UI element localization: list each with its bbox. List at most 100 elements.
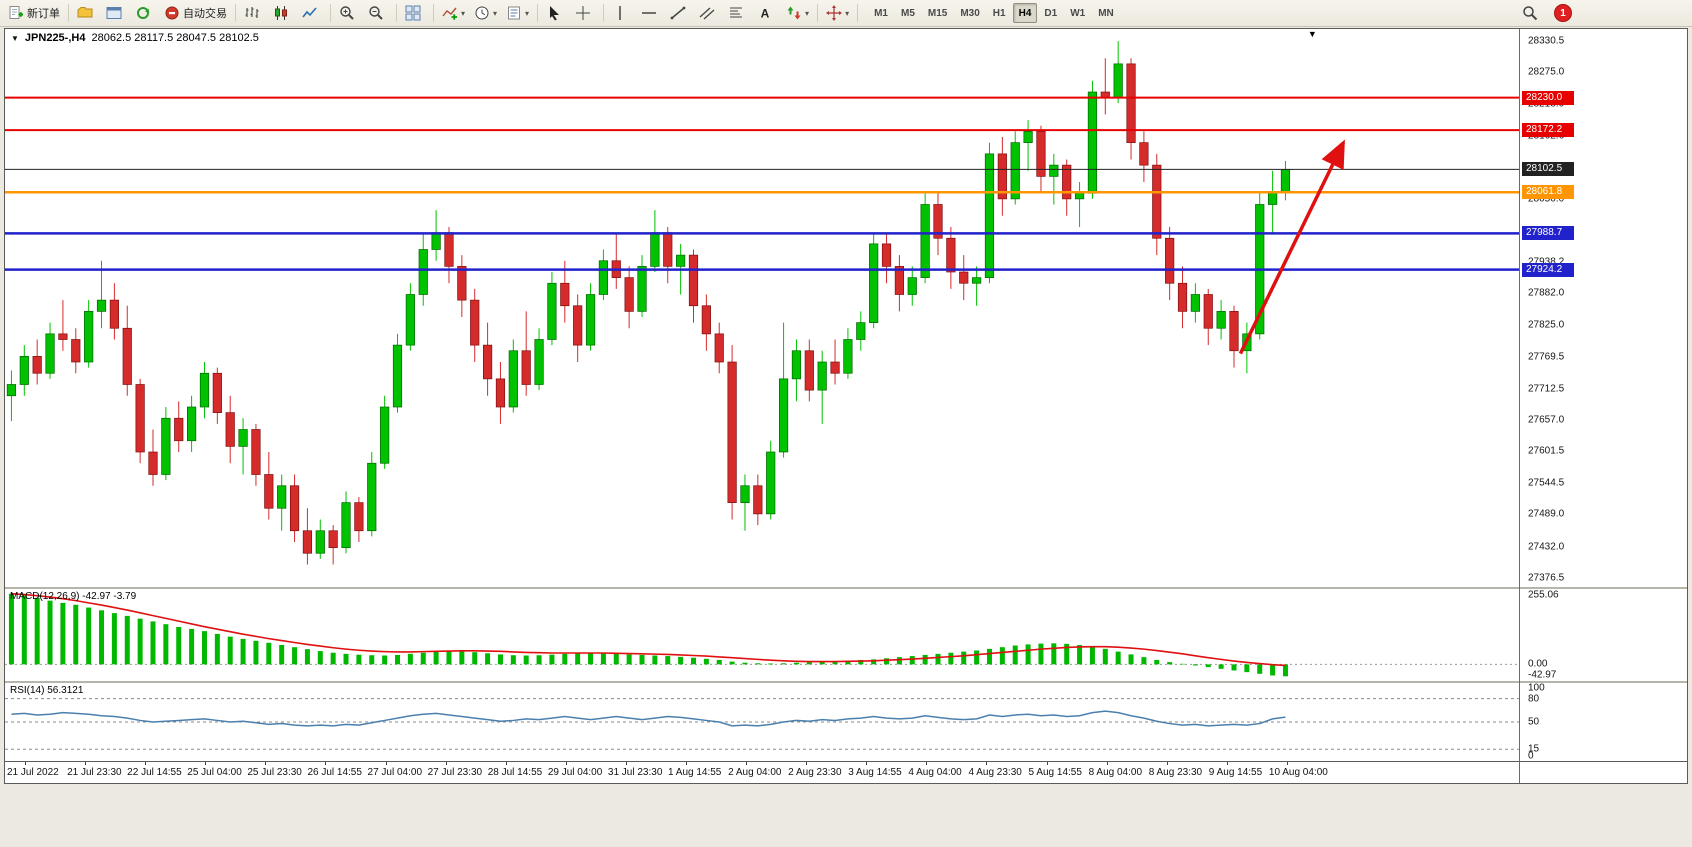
timeframe-h1-button[interactable]: H1: [992, 7, 1006, 19]
tile-windows-button[interactable]: [401, 2, 429, 24]
templates-button[interactable]: ▾: [502, 2, 533, 24]
status-area: [0, 785, 1692, 847]
text-button[interactable]: A: [753, 2, 781, 24]
timeframe-m15-button[interactable]: M15: [927, 7, 948, 19]
scroll-button[interactable]: ▾: [822, 2, 853, 24]
main-toolbar: 新订单 自动交易 ▾ ▾ ▾ A ▾ ▾ M1 M5 M15 M30 H1 H4 D1 W1 MN 1: [0, 0, 1692, 27]
bars-chart-button[interactable]: [240, 2, 268, 24]
pane-separator[interactable]: [5, 587, 1687, 589]
timeframe-mn-button[interactable]: MN: [1098, 7, 1114, 19]
pane-separator[interactable]: [5, 681, 1687, 683]
fibonacci-button[interactable]: [724, 2, 752, 24]
profiles-button[interactable]: [73, 2, 101, 24]
price-level-badge: 28061.8: [1522, 185, 1574, 200]
channel-button[interactable]: [695, 2, 723, 24]
line-chart-button[interactable]: [298, 2, 326, 24]
trendline-icon: [670, 5, 686, 21]
chart-header: ▼ JPN225-,H4 28062.5 28117.5 28047.5 281…: [11, 32, 259, 44]
price-tick: 28330.5: [1528, 35, 1565, 47]
price-level-badge: 28102.5: [1522, 162, 1574, 177]
channel-icon: [699, 5, 715, 21]
terminal-button[interactable]: [102, 2, 130, 24]
time-axis-label: 1 Aug 14:55: [667, 767, 722, 778]
time-axis[interactable]: 21 Jul 2022 21 Jul 23:30 22 Jul 14:55 25 Ju…: [5, 761, 1687, 782]
toolbar-separator: [330, 4, 331, 22]
vline-button[interactable]: [608, 2, 636, 24]
candlestick-plot[interactable]: [5, 29, 1519, 587]
macd-tick: 0.00: [1528, 658, 1548, 670]
time-tick: [986, 762, 988, 765]
hline-button[interactable]: [637, 2, 665, 24]
search-button[interactable]: [1518, 2, 1546, 24]
indicators-button[interactable]: ▾: [438, 2, 469, 24]
timeframe-d1-button[interactable]: D1: [1044, 7, 1058, 19]
chart-menu-triangle-icon[interactable]: ▼: [11, 33, 19, 43]
time-axis-label: 3 Aug 14:55: [848, 767, 902, 778]
price-level-badge: 27988.7: [1522, 226, 1574, 241]
time-tick: [1226, 762, 1228, 765]
rsi-plot[interactable]: [5, 683, 1519, 761]
zoom-in-button[interactable]: [335, 2, 363, 24]
time-axis-label: 26 Jul 14:55: [307, 767, 362, 778]
dropdown-arrow-icon[interactable]: ▾: [525, 8, 530, 18]
line-chart-icon: [302, 5, 318, 21]
candles-chart-icon: [273, 5, 289, 21]
time-axis-label: 25 Jul 23:30: [247, 767, 302, 778]
rsi-tick: 0: [1528, 750, 1534, 762]
dropdown-arrow-icon[interactable]: ▾: [461, 8, 466, 18]
rsi-axis[interactable]: 100 80 50 15 0: [1520, 683, 1688, 762]
new-order-button[interactable]: 新订单: [4, 2, 64, 24]
rsi-tick: 80: [1528, 693, 1540, 705]
zoom-in-icon: [339, 5, 355, 21]
indicators-icon: [442, 5, 458, 21]
timeframe-m30-button[interactable]: M30: [960, 7, 980, 19]
autotrade-button[interactable]: 自动交易: [160, 2, 231, 24]
arrows-button[interactable]: ▾: [782, 2, 813, 24]
chart-shift-marker-icon[interactable]: ▼: [1307, 29, 1317, 39]
rsi-pane[interactable]: RSI(14) 56.3121 100 80 50 15 0: [5, 683, 1688, 762]
symbol-timeframe-label: JPN225-,H4: [24, 32, 86, 44]
timeframe-toolbar: M1 M5 M15 M30 H1 H4 D1 W1 MN: [868, 3, 1120, 23]
time-tick: [265, 762, 267, 765]
candles-chart-button[interactable]: [269, 2, 297, 24]
macd-plot[interactable]: [5, 589, 1519, 681]
time-tick: [505, 762, 507, 765]
trendline-button[interactable]: [666, 2, 694, 24]
time-axis-label: 27 Jul 04:00: [367, 767, 423, 778]
time-axis-label: 5 Aug 14:55: [1028, 767, 1082, 778]
price-tick: 27601.5: [1528, 445, 1565, 457]
time-axis-label: 29 Jul 04:00: [547, 767, 603, 778]
zoom-out-button[interactable]: [364, 2, 392, 24]
cursor-icon: [546, 5, 562, 21]
price-axis[interactable]: 28330.528275.028218.028162.628106.128050…: [1520, 29, 1688, 587]
cursor-button[interactable]: [542, 2, 570, 24]
dropdown-arrow-icon[interactable]: ▾: [493, 8, 498, 18]
time-tick: [385, 762, 387, 765]
toolbar-right-group: 1: [1518, 0, 1572, 26]
macd-pane[interactable]: MACD(12,26,9) -42.97 -3.79 255.06 0.00 -42…: [5, 589, 1687, 681]
refresh-button[interactable]: [131, 2, 159, 24]
dropdown-arrow-icon[interactable]: ▾: [845, 8, 850, 18]
crosshair-icon: [575, 5, 591, 21]
dropdown-arrow-icon[interactable]: ▾: [805, 8, 810, 18]
price-tick: 27882.0: [1528, 287, 1565, 299]
refresh-icon: [135, 5, 151, 21]
time-tick: [1166, 762, 1168, 765]
rsi-tick: 15: [1528, 743, 1540, 755]
time-tick: [866, 762, 868, 765]
timeframe-m5-button[interactable]: M5: [900, 7, 915, 19]
time-axis-label: 28 Jul 14:55: [487, 767, 543, 778]
macd-axis[interactable]: 255.06 0.00 -42.97: [1520, 589, 1688, 681]
price-tick: 27938.2: [1528, 256, 1564, 267]
price-pane[interactable]: ▼ JPN225-,H4 28062.5 28117.5 28047.5 281…: [5, 29, 1687, 587]
price-level-badge: 28172.2: [1522, 123, 1574, 138]
periods-button[interactable]: ▾: [470, 2, 501, 24]
alert-badge[interactable]: 1: [1554, 4, 1572, 22]
toolbar-separator: [817, 4, 819, 22]
scroll-icon: [826, 5, 843, 21]
timeframe-h4-button[interactable]: H4: [1012, 3, 1038, 23]
timeframe-m1-button[interactable]: M1: [874, 7, 888, 19]
timeframe-w1-button[interactable]: W1: [1070, 7, 1086, 19]
macd-label: MACD(12,26,9) -42.97 -3.79: [10, 591, 137, 602]
crosshair-button[interactable]: [571, 2, 599, 24]
